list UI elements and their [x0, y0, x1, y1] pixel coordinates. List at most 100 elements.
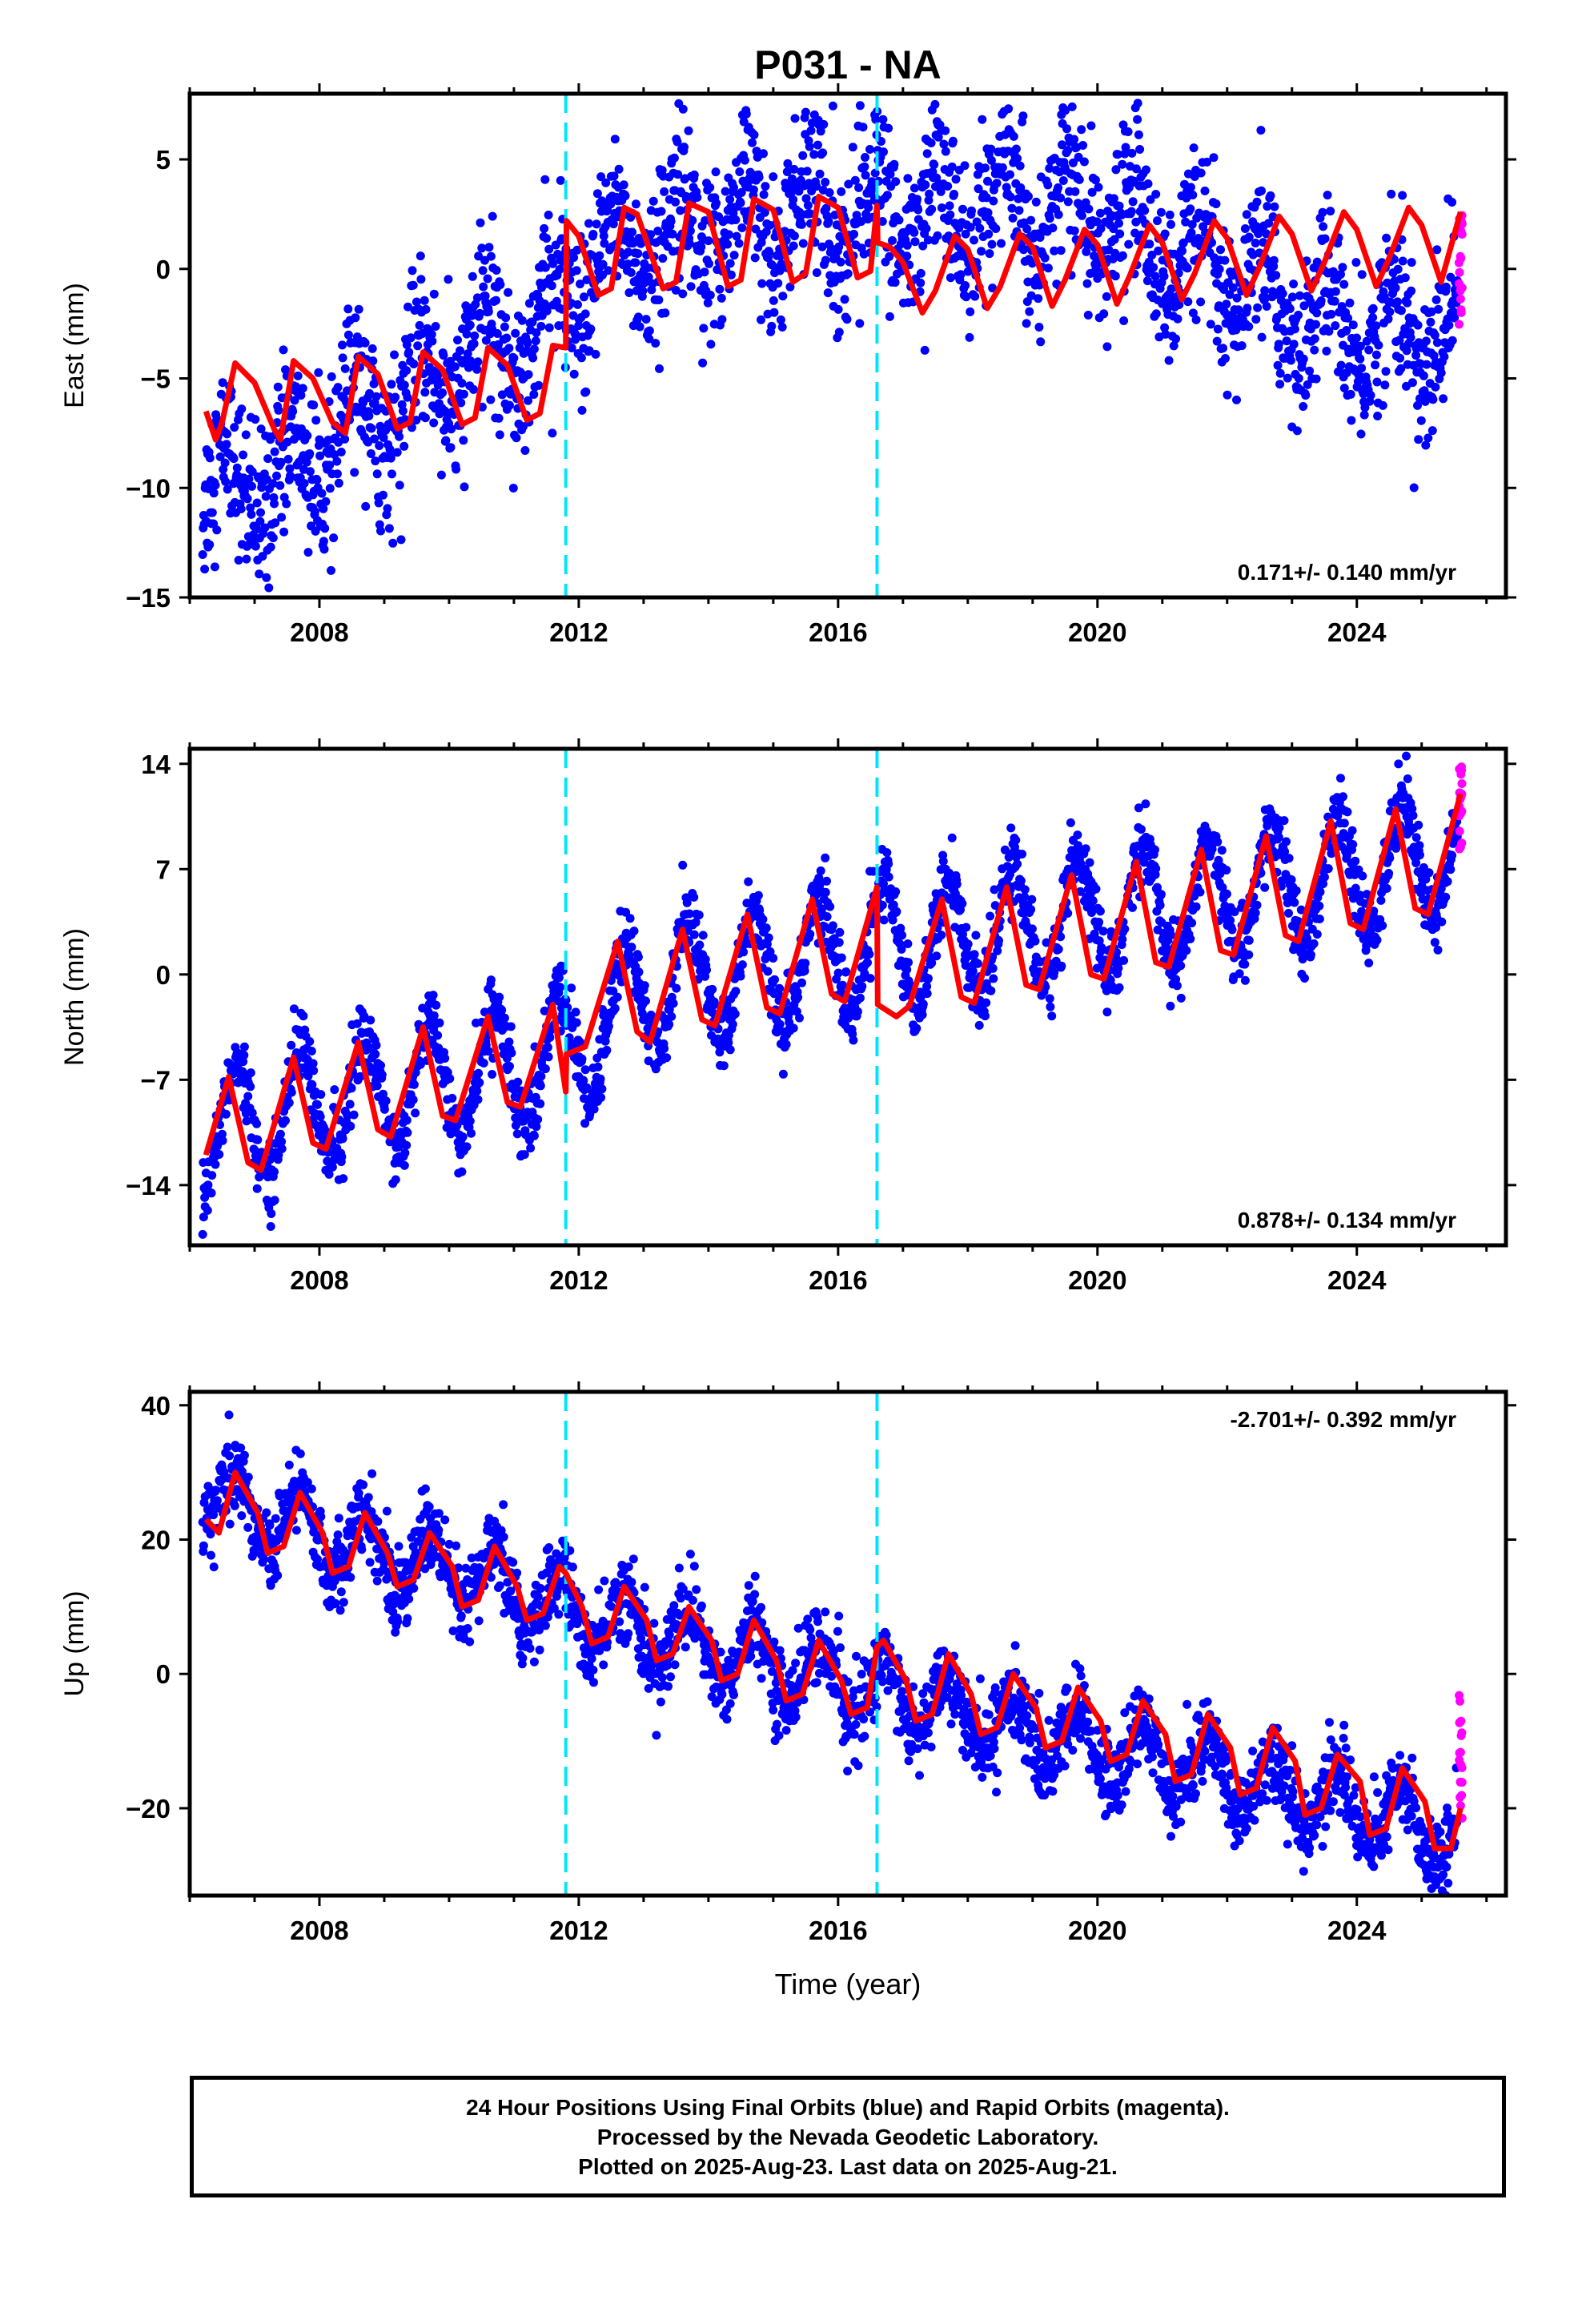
panel-north-data-point	[1296, 905, 1306, 915]
panel-east-data-point	[1393, 297, 1403, 307]
panel-east-data-point	[1414, 435, 1423, 444]
panel-east-data-point	[298, 384, 307, 393]
panel-east-data-point	[1145, 239, 1154, 249]
panel-east-data-point	[1243, 304, 1252, 313]
panel-north-data-point	[841, 967, 851, 976]
panel-east-data-point	[850, 175, 860, 185]
panel-east-data-point	[988, 283, 998, 293]
panel-east-data-point	[1242, 210, 1251, 219]
panel-east-data-point	[1444, 320, 1454, 330]
panel-east-data-point	[1374, 340, 1383, 350]
panel-east-data-point	[1318, 207, 1327, 217]
panel-north-data-point	[1114, 963, 1123, 973]
panel-east-data-point	[769, 308, 779, 317]
panel-east-data-point	[903, 174, 913, 183]
panel-east-data-point	[970, 235, 978, 245]
panel-east-data-point	[671, 197, 681, 207]
panel-east-data-point	[1447, 336, 1457, 345]
panel-east-data-point	[1232, 395, 1241, 404]
panel-north-data-point	[633, 952, 643, 962]
panel-east-data-point	[263, 454, 273, 464]
panel-east-data-point	[769, 172, 778, 182]
panel-east-data-point	[1407, 378, 1417, 388]
panel-east-data-point	[462, 329, 472, 339]
panel-north-data-point	[1411, 858, 1421, 867]
panel-east-data-point	[544, 323, 554, 332]
panel-north-data-point	[338, 1134, 347, 1144]
panel-east-data-point	[644, 334, 654, 344]
panel-east-data-point	[939, 139, 949, 149]
panel-east-data-point	[1356, 429, 1366, 439]
panel-east-rapid-point	[1456, 286, 1465, 296]
panel-east-data-point	[261, 492, 271, 501]
panel-east-data-point	[741, 109, 751, 119]
panel-east-data-point	[1221, 354, 1230, 363]
panel-north-data-point	[1382, 883, 1391, 893]
panel-east-data-point	[824, 216, 833, 226]
panel-north-data-point	[1431, 923, 1440, 932]
panel-east-y-tick-label: 5	[156, 145, 171, 175]
panel-north-data-point	[1155, 900, 1165, 910]
panel-east-data-point	[416, 251, 425, 261]
panel-east-data-point	[1262, 229, 1271, 239]
panel-east-data-point	[749, 130, 759, 139]
panel-north-data-point	[769, 954, 778, 963]
panel-east-data-point	[1031, 197, 1041, 207]
panel-east-data-point	[1063, 197, 1073, 207]
panel-north-data-point	[1073, 830, 1082, 840]
panel-east-data-point	[542, 234, 552, 243]
panel-east-data-point	[311, 416, 321, 425]
panel-north-data-point	[731, 987, 741, 996]
panel-east-data-point	[429, 289, 439, 299]
panel-east-data-point	[987, 239, 997, 249]
panel-east-data-point	[913, 205, 923, 215]
panel-east-data-point	[1096, 224, 1106, 233]
panel-east-data-point	[680, 143, 689, 152]
panel-east-data-point	[1347, 416, 1356, 425]
panel-east-data-point	[1232, 293, 1242, 303]
panel-north-data-point	[536, 1099, 545, 1108]
panel-north-data-point	[366, 1015, 375, 1025]
panel-north-data-point	[346, 1121, 355, 1131]
panel-east-rate-label: 0.171+/- 0.140 mm/yr	[1238, 560, 1456, 585]
panel-east-data-point	[749, 185, 758, 195]
panel-north-data-point	[1283, 899, 1292, 907]
panel-east-x-tick-label: 2012	[549, 617, 608, 647]
panel-east-data-point	[885, 251, 894, 261]
panel-east-data-point	[319, 545, 329, 554]
panel-east-data-point	[1310, 345, 1319, 355]
panel-east-data-point	[817, 242, 827, 251]
panel-east-data-point	[469, 384, 478, 394]
panel-north-data-point	[1355, 891, 1365, 900]
panel-east-data-point	[468, 271, 477, 281]
panel-east-data-point	[576, 353, 586, 363]
panel-east-data-point	[600, 239, 609, 248]
panel-east-data-point	[1331, 321, 1340, 331]
panel-east-data-point	[243, 494, 252, 504]
panel-north-data-point	[1186, 934, 1195, 943]
panel-east-data-point	[676, 206, 685, 215]
panel-east-data-point	[1186, 228, 1196, 238]
panel-east-data-point	[400, 380, 409, 390]
panel-north-data-point	[495, 992, 504, 1002]
panel-east-data-point	[333, 383, 343, 392]
panel-east-data-point	[1200, 186, 1210, 195]
panel-north-data-point	[1226, 915, 1235, 925]
panel-east-model-curve	[203, 194, 1464, 443]
panel-east-data-point	[1215, 264, 1224, 274]
panel-east-data-point	[834, 242, 844, 251]
panel-east-data-point	[885, 312, 894, 321]
panel-north-data-point	[1282, 837, 1291, 846]
panel-east-data-point	[1450, 313, 1460, 323]
panel-north-data-point	[1156, 890, 1166, 899]
panel-east-data-point	[598, 259, 608, 269]
panel-east-data-point	[1398, 256, 1407, 266]
panel-north-data-point	[938, 857, 948, 866]
panel-east-data-point	[965, 332, 974, 342]
panel-east-y-tick-label: 0	[156, 255, 171, 284]
panel-east-data-point	[633, 312, 643, 322]
panel-east-data-point	[870, 168, 880, 178]
panel-east-data-point	[631, 199, 640, 209]
panel-east-data-point	[1016, 183, 1026, 192]
